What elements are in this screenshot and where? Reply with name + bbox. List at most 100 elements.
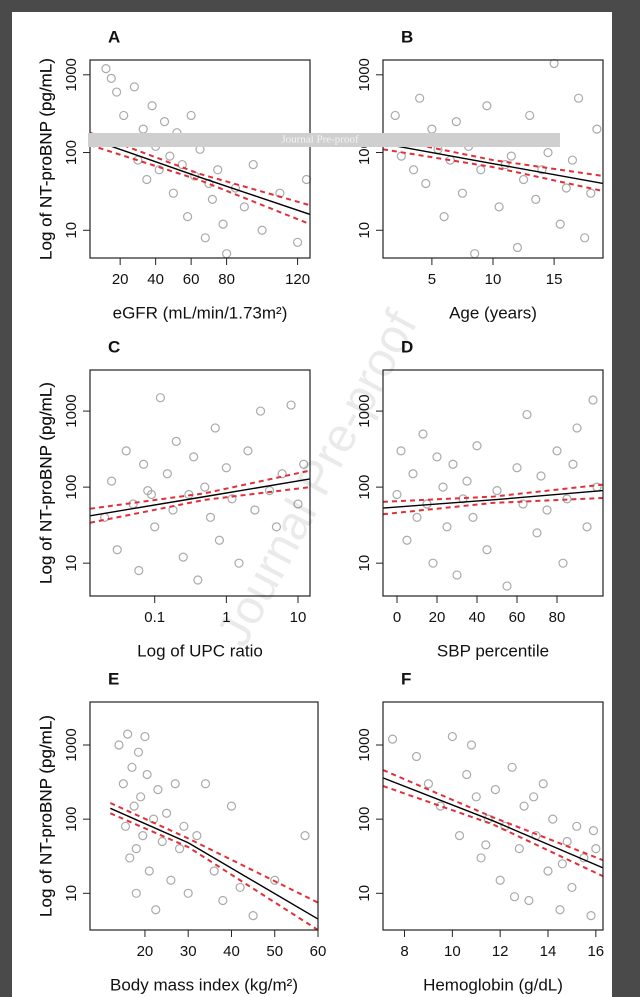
point	[118, 779, 128, 789]
point	[462, 769, 472, 780]
panel-letter: C	[108, 337, 120, 356]
point	[418, 429, 428, 439]
point	[271, 522, 282, 532]
point	[531, 194, 541, 204]
point	[159, 117, 170, 127]
point	[591, 844, 601, 854]
panel: A Log of NT-proBNP (pg/mL) eGFR (mL/min/1.…	[36, 27, 312, 322]
point	[142, 174, 152, 185]
point	[121, 446, 131, 456]
y-axis-label: Log of NT-proBNP (pg/mL)	[36, 382, 55, 584]
panel-letter: B	[401, 27, 413, 46]
point	[558, 558, 568, 568]
point	[248, 159, 258, 170]
point	[255, 406, 266, 416]
point	[557, 859, 567, 869]
y-tick-label: 10	[356, 222, 373, 239]
point	[162, 469, 172, 479]
x-tick-label: 60	[310, 943, 327, 960]
fit-lines	[109, 802, 318, 930]
point	[157, 836, 167, 847]
y-tick-label: 10	[356, 555, 373, 572]
point	[543, 147, 553, 158]
x-tick-label: 80	[549, 609, 566, 626]
ci-line	[90, 486, 310, 524]
point	[519, 801, 529, 811]
point	[415, 93, 425, 103]
point	[120, 821, 131, 831]
point	[161, 808, 172, 818]
ci-line	[383, 785, 603, 878]
y-tick-label: 100	[63, 140, 80, 165]
plot-box	[89, 701, 319, 931]
point	[588, 826, 599, 836]
point	[555, 219, 565, 229]
x-tick-label: 0.1	[144, 609, 165, 626]
point	[548, 814, 558, 824]
x-tick-label: 10	[290, 609, 307, 626]
point	[507, 762, 517, 772]
panel-letter: F	[401, 669, 411, 688]
point	[452, 570, 462, 580]
point	[435, 801, 445, 811]
point	[243, 446, 253, 456]
ci-line	[90, 469, 310, 510]
x-tick-label: 40	[147, 271, 164, 288]
x-tick-label: 16	[587, 943, 604, 960]
point	[127, 762, 137, 772]
point	[171, 436, 181, 446]
point	[428, 558, 438, 568]
y-tick-label: 100	[356, 807, 373, 832]
point	[144, 866, 154, 876]
plot-box	[382, 369, 604, 597]
x-tick-label: 20	[137, 943, 154, 960]
point	[572, 821, 582, 831]
point	[532, 528, 542, 538]
x-tick-label: 80	[218, 271, 235, 288]
point	[114, 740, 124, 750]
point	[524, 895, 534, 906]
point	[270, 875, 280, 885]
point	[177, 159, 187, 170]
point	[129, 801, 139, 811]
point	[506, 151, 516, 161]
point	[151, 905, 161, 915]
point	[154, 165, 164, 175]
x-tick-label: 30	[180, 943, 197, 960]
panel: C Log of NT-proBNP (pg/mL) Log of UPC rati…	[36, 337, 311, 660]
point	[200, 482, 210, 492]
point	[490, 785, 500, 795]
point	[204, 178, 214, 189]
y-tick-label: 1000	[63, 394, 80, 427]
point	[518, 499, 528, 509]
point	[392, 489, 402, 500]
point	[106, 476, 117, 486]
point	[150, 522, 160, 532]
point	[293, 499, 303, 509]
point	[472, 441, 482, 451]
point	[174, 844, 185, 854]
point	[193, 575, 203, 585]
point	[139, 459, 149, 469]
x-tick-label: 10	[485, 271, 502, 288]
fit-lines	[383, 483, 603, 516]
point	[200, 779, 211, 789]
y-tick-label: 10	[63, 885, 80, 902]
point	[476, 853, 486, 863]
panel: D Log of NT-proBNP (pg/mL) SBP percentile 1…	[36, 337, 604, 660]
point	[186, 110, 196, 121]
panel-letter: A	[108, 27, 120, 46]
point	[134, 565, 144, 576]
ci-line	[383, 483, 603, 503]
x-tick-label: 40	[469, 609, 486, 626]
point	[299, 459, 309, 469]
fit-line	[110, 807, 318, 920]
x-tick-label: 8	[400, 943, 408, 960]
point	[537, 165, 547, 175]
point	[411, 751, 422, 762]
watermark-bar	[88, 133, 560, 147]
x-axis-label: Hemoglobin (g/dL)	[423, 975, 563, 994]
point	[390, 110, 400, 121]
point	[538, 779, 548, 789]
